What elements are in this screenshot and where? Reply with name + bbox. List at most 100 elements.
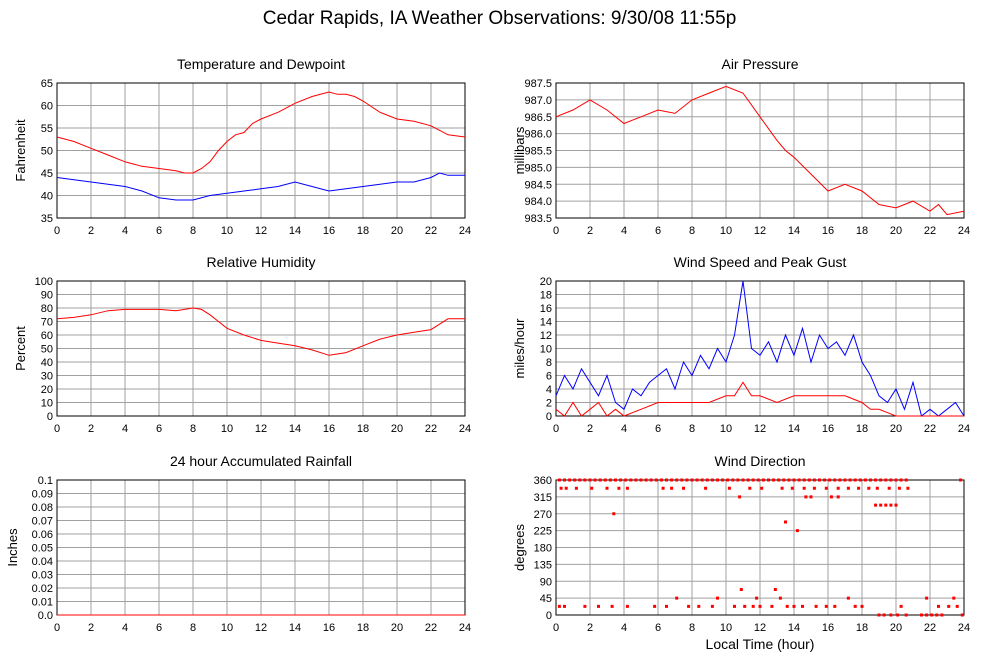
dir-point [955,604,959,608]
dir-point [573,478,577,482]
dir-point [920,613,923,617]
dir-x-tick-label: 18 [856,622,868,634]
dir-y-tick-label: 270 [534,509,552,521]
rh-x-tick-label: 22 [425,423,437,435]
dir-point [804,495,808,499]
rh-y-tick-label: 20 [41,384,53,396]
temp-y-tick-label: 45 [41,168,53,180]
dir-y-tick-label: 225 [534,526,552,538]
dir-point [838,478,842,482]
dir-point [874,478,878,482]
dir-point [904,478,908,482]
dir-y-tick-label: 0 [546,610,552,622]
temp-x-tick-label: 4 [122,225,128,237]
rh-x-tick-label: 8 [190,423,196,435]
pres-x-tick-label: 0 [553,225,559,237]
wind-x-tick-label: 14 [788,423,800,435]
dir-point [884,503,888,507]
dir-point [675,596,679,600]
dir-point [716,596,719,600]
rh-y-tick-label: 50 [41,344,53,356]
dir-point [578,478,582,482]
wind-y-tick-label: 14 [540,317,552,329]
rh-y-tick-label: 60 [41,330,53,342]
rain-x-tick-label: 18 [357,622,369,634]
dir-x-tick-label: 24 [958,622,970,634]
rh-plot-frame [56,280,466,417]
pres-x-tick-label: 12 [754,225,766,237]
pres-series-line-0 [555,85,965,216]
dir-point [824,486,828,490]
rh-x-tick-label: 14 [289,423,301,435]
temp-series-line-0 [56,91,466,174]
dir-point [937,604,940,608]
dir-point [833,478,837,482]
rain-x-tick-label: 4 [122,622,128,634]
dir-point [784,520,787,524]
pres-x-tick-label: 6 [655,225,661,237]
pres-x-tick-label: 8 [689,225,695,237]
pres-title: Air Pressure [721,56,798,72]
rain-y-tick-label: 0.04 [32,556,53,568]
dir-point [777,478,781,482]
temp-x-tick-label: 20 [391,225,403,237]
dir-point [758,604,762,608]
pres-y-axis-label: millibars [512,126,527,174]
dir-point [605,486,609,490]
rain-x-tick-label: 22 [425,622,437,634]
dir-point [670,486,674,490]
dir-point [867,486,871,490]
dir-point [675,478,679,482]
dir-point [680,478,684,482]
dir-x-tick-label: 20 [890,622,902,634]
dir-point [716,478,719,482]
dir-point [772,478,776,482]
dir-y-tick-label: 180 [534,543,552,555]
pres-x-tick-label: 2 [587,225,593,237]
dir-point [897,486,901,490]
dir-point [557,478,561,482]
pres-y-tick-label: 983.5 [524,213,552,225]
dir-point [874,503,878,507]
dir-point [853,604,857,608]
dir-point [590,486,594,490]
wind-x-tick-label: 18 [856,423,868,435]
temp-y-tick-label: 40 [41,191,53,203]
dir-point [894,478,898,482]
rh-y-tick-label: 40 [41,357,53,369]
dir-point [836,486,840,490]
dir-point [665,604,668,608]
dir-point [619,478,623,482]
dir-point [649,478,653,482]
temp-series-line-1 [56,172,465,201]
dir-point [899,604,903,608]
dir-point [790,486,794,490]
dir-point [583,478,587,482]
dir-y-tick-label: 315 [534,492,552,504]
dir-point [644,478,648,482]
dir-point [710,478,714,482]
wind-series-line-1 [555,381,964,417]
wind-x-tick-label: 2 [587,423,593,435]
wind-y-tick-label: 20 [540,276,552,288]
pres-x-tick-label: 16 [822,225,834,237]
dir-point [809,495,813,499]
dir-point [814,604,818,608]
wind-y-tick-label: 8 [546,357,552,369]
dir-point [557,604,561,608]
temp-title: Temperature and Dewpoint [177,56,345,72]
rain-x-tick-label: 10 [221,622,233,634]
dir-point [588,478,592,482]
pres-y-tick-label: 987.5 [524,78,552,90]
dir-point [697,604,701,608]
wind-x-tick-label: 4 [621,423,627,435]
dir-point [857,486,861,490]
dir-point [603,478,607,482]
dir-point [760,486,764,490]
dir-point [597,604,600,608]
dir-point [721,478,725,482]
dir-point [629,478,633,482]
dir-point [634,478,638,482]
dir-point [877,613,881,617]
